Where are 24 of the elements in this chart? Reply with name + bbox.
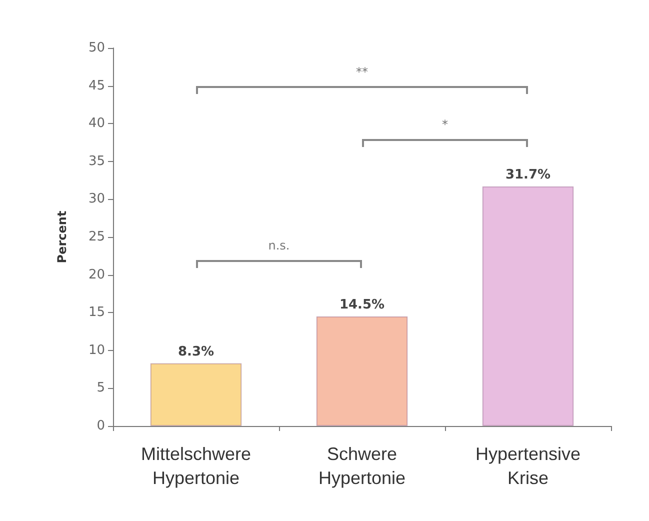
y-tick-label: 0	[96, 418, 105, 434]
annotation: n.s.	[268, 238, 290, 253]
y-tick-label: 45	[88, 78, 105, 94]
bar	[316, 316, 408, 426]
bar	[482, 186, 574, 426]
annotation: *	[442, 118, 448, 132]
data-label: 8.3%	[178, 344, 214, 360]
annotation: **	[356, 64, 368, 79]
y-tick-label: 30	[88, 192, 105, 207]
data-label: 31.7%	[505, 167, 551, 182]
y-tick-label: 20	[88, 267, 105, 282]
data-label: 14.5%	[339, 297, 385, 312]
bar	[150, 363, 242, 426]
y-tick-label: 50	[88, 40, 105, 56]
y-tick-label: 15	[88, 305, 105, 320]
x-tick-label: Schwere Hypertonie	[318, 444, 406, 488]
y-tick-label: 10	[88, 342, 105, 358]
y-tick-label: 5	[96, 380, 105, 396]
x-tick-label: Hypertensive Krise	[475, 444, 581, 488]
y-axis-title: Percent	[55, 210, 69, 264]
x-tick-label: Mittelschwere Hypertonie	[140, 444, 252, 488]
y-tick-label: 25	[88, 230, 105, 244]
y-tick-label: 40	[88, 116, 105, 132]
y-tick-label: 35	[88, 154, 105, 169]
